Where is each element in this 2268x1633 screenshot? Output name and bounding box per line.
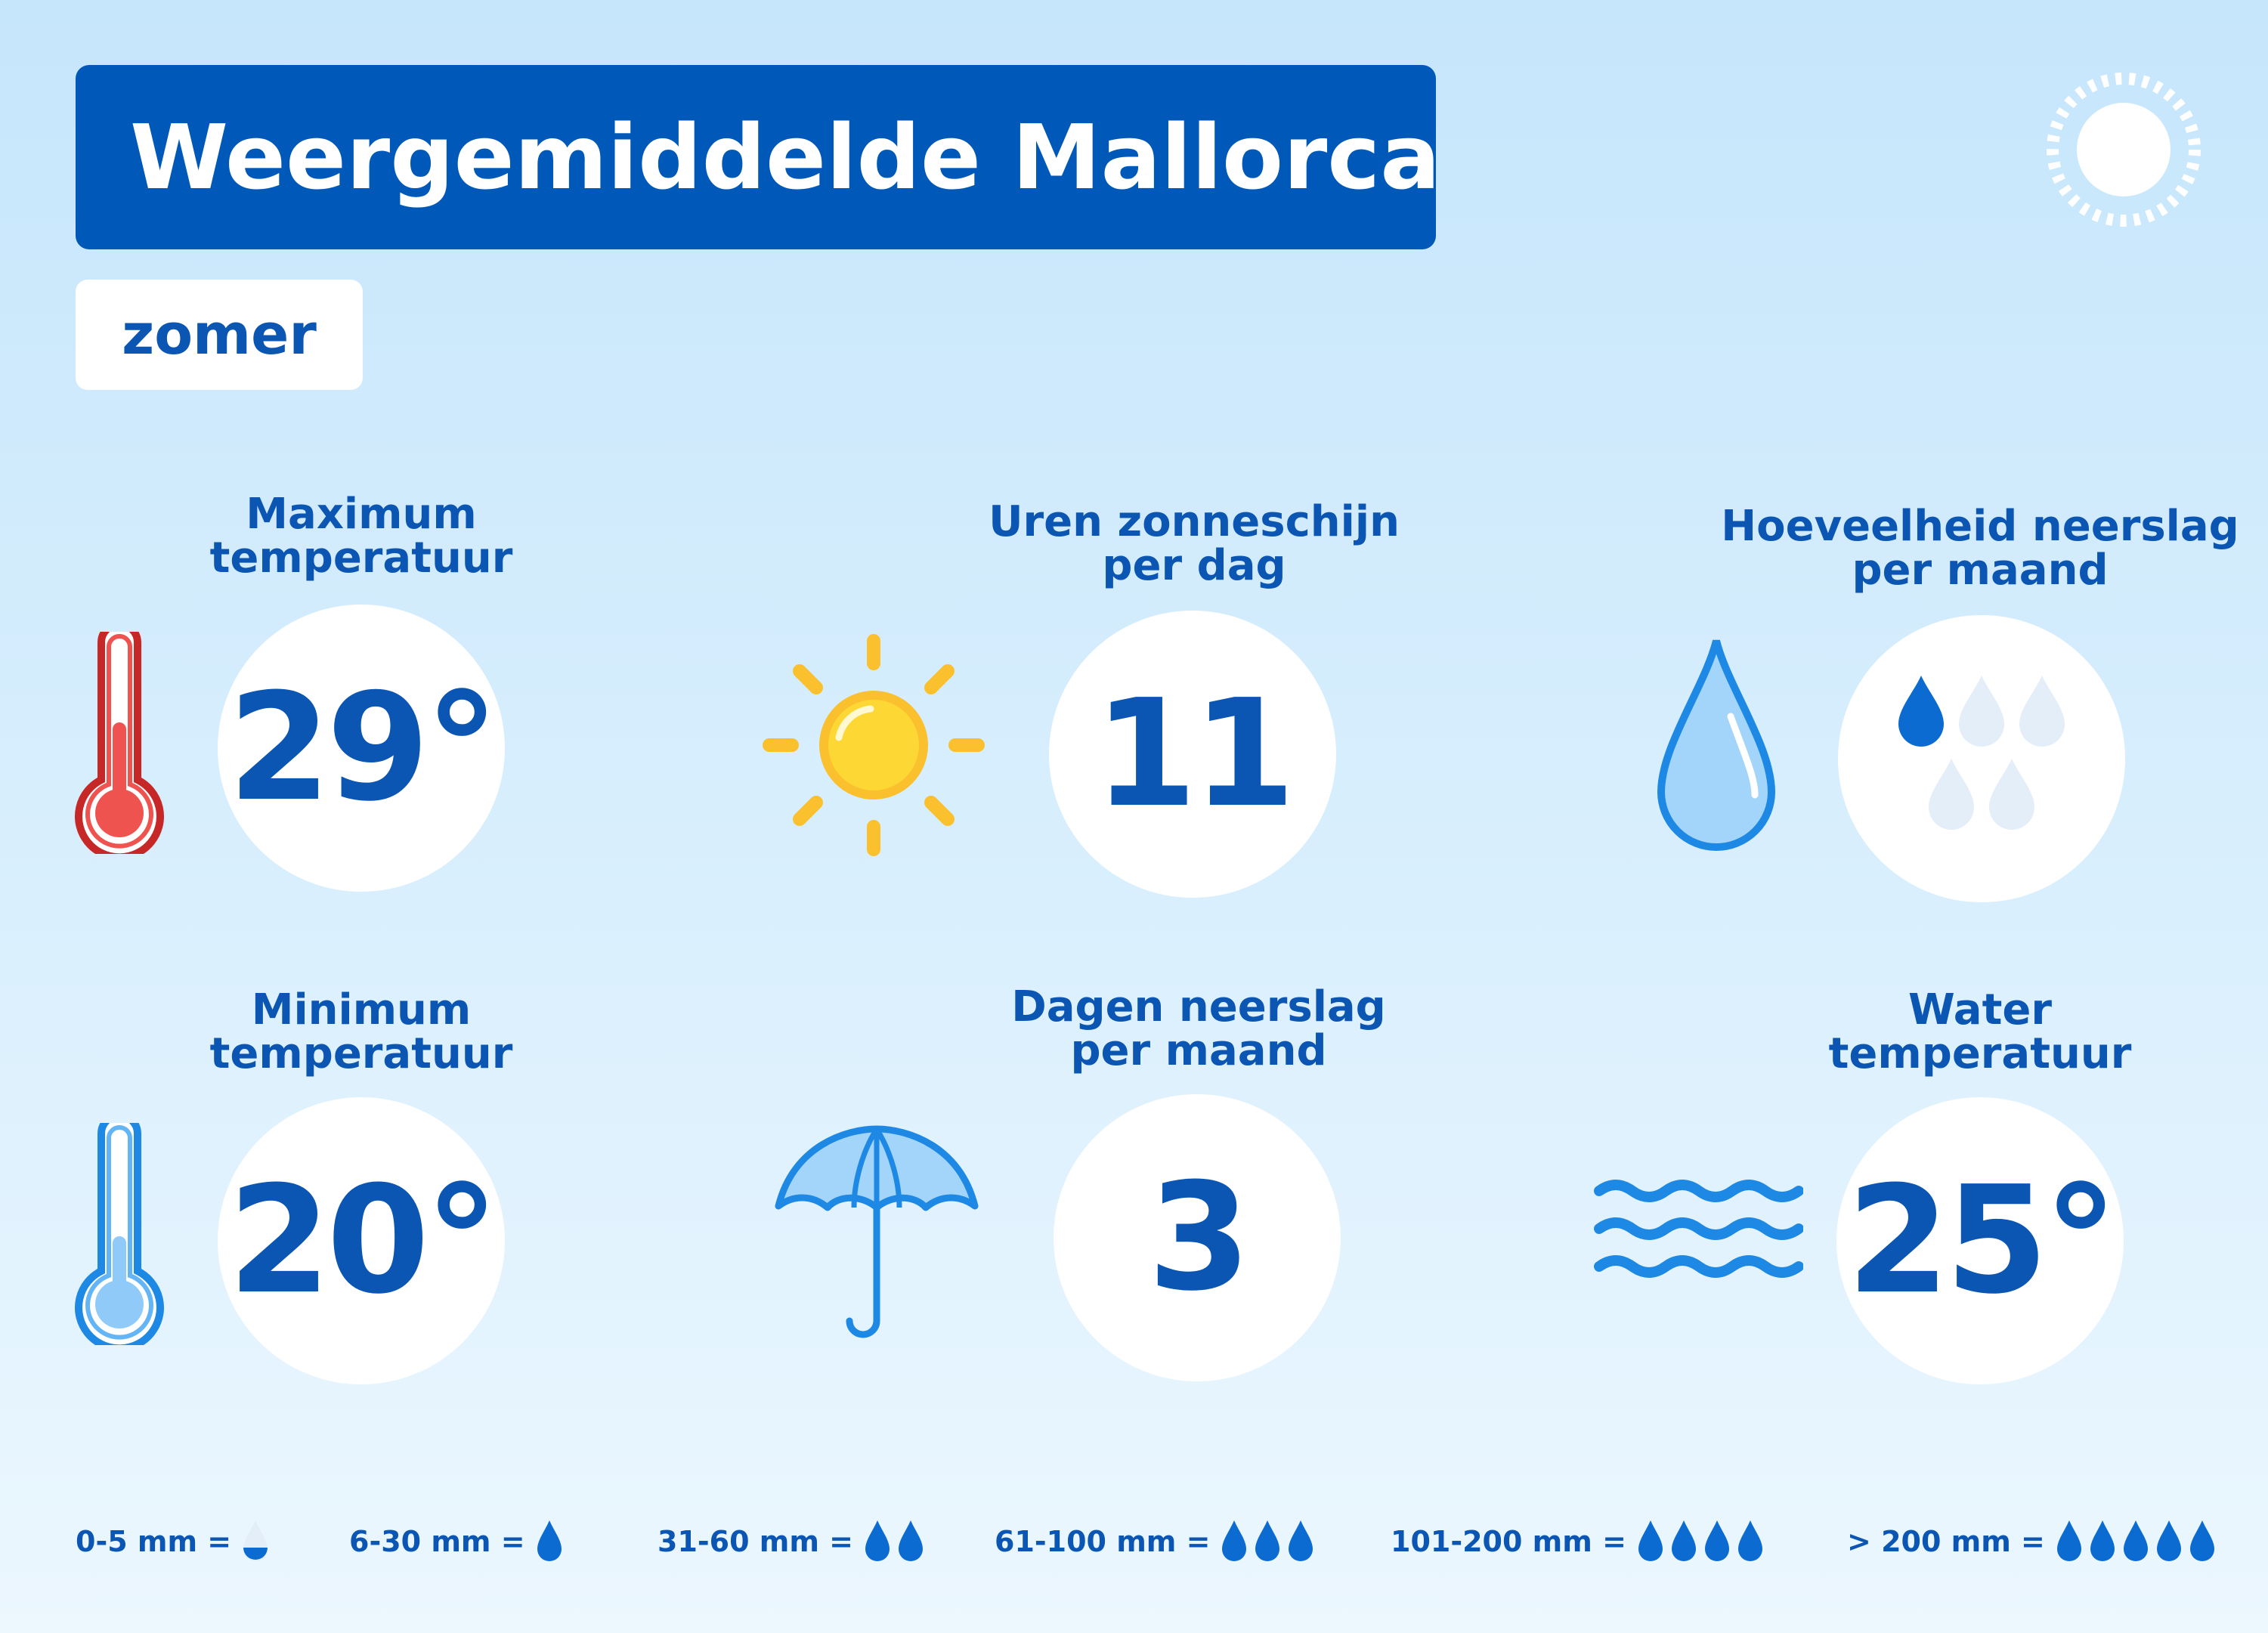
drop-icon — [1737, 1520, 1762, 1561]
sun-icon — [763, 634, 985, 856]
min-temp-label: Minimum temperatuur — [209, 985, 513, 1078]
min-temp-value: 20° — [227, 1155, 500, 1327]
water-temp-label: Water temperatuur — [1828, 985, 2132, 1078]
legend-item-101-200mm: 101-200 mm = — [1391, 1511, 1770, 1572]
season-badge: zomer — [76, 280, 363, 390]
drop-icon — [899, 1520, 924, 1561]
drop-icon — [1289, 1520, 1313, 1561]
waves-icon — [1594, 1180, 1803, 1278]
drop-icon — [2156, 1520, 2181, 1561]
sun-hours-label: Uren zonneschijn per dag — [989, 497, 1400, 590]
precip-amount-circle — [1838, 615, 2125, 902]
decorative-sun-icon — [2047, 73, 2201, 227]
thermometer-hot-icon — [75, 632, 164, 854]
drop-icon — [1222, 1520, 1247, 1561]
max-temp-value: 29° — [227, 662, 500, 834]
season-label: zomer — [122, 302, 317, 367]
min-temp-circle: 20° — [218, 1097, 505, 1384]
rain-days-label: Dagen neerslag per maand — [1011, 982, 1386, 1075]
umbrella-icon — [775, 1125, 979, 1338]
drop-icon — [537, 1520, 562, 1561]
max-temp-circle: 29° — [218, 605, 505, 892]
half-drop-icon — [243, 1520, 268, 1561]
raindrop-icon — [1657, 639, 1776, 851]
rain-days-circle: 3 — [1054, 1094, 1341, 1381]
water-temp-value: 25° — [1846, 1155, 2118, 1327]
precip-drops-indicator — [1898, 676, 2065, 830]
legend-item-61-100mm: 61-100 mm = — [995, 1511, 1320, 1572]
drop-icon — [2123, 1520, 2148, 1561]
drop-icon — [2189, 1520, 2214, 1561]
max-temp-label: Maximum temperatuur — [209, 490, 513, 583]
water-temp-circle: 25° — [1836, 1097, 2124, 1384]
legend-item-0-5mm: 0-5 mm = — [76, 1511, 275, 1572]
rain-days-value: 3 — [1147, 1152, 1251, 1324]
thermometer-cold-icon — [75, 1123, 164, 1345]
drop-icon — [1638, 1520, 1663, 1561]
legend-item-over-200mm: > 200 mm = — [1847, 1511, 2222, 1572]
legend-item-31-60mm: 31-60 mm = — [658, 1511, 930, 1572]
drop-icon — [865, 1520, 890, 1561]
drop-icon — [1704, 1520, 1729, 1561]
drop-icon — [2090, 1520, 2115, 1561]
sun-hours-circle: 11 — [1049, 611, 1336, 898]
page-title: Weergemiddelde Mallorca — [130, 105, 1440, 209]
legend-item-6-30mm: 6-30 mm = — [349, 1511, 569, 1572]
precip-amount-label: Hoeveelheid neerslag per maand — [1721, 502, 2239, 595]
title-banner: Weergemiddelde Mallorca — [76, 65, 1440, 249]
drop-icon — [1671, 1520, 1696, 1561]
drop-icon — [1255, 1520, 1280, 1561]
drop-icon — [2056, 1520, 2081, 1561]
sun-hours-value: 11 — [1094, 668, 1296, 840]
